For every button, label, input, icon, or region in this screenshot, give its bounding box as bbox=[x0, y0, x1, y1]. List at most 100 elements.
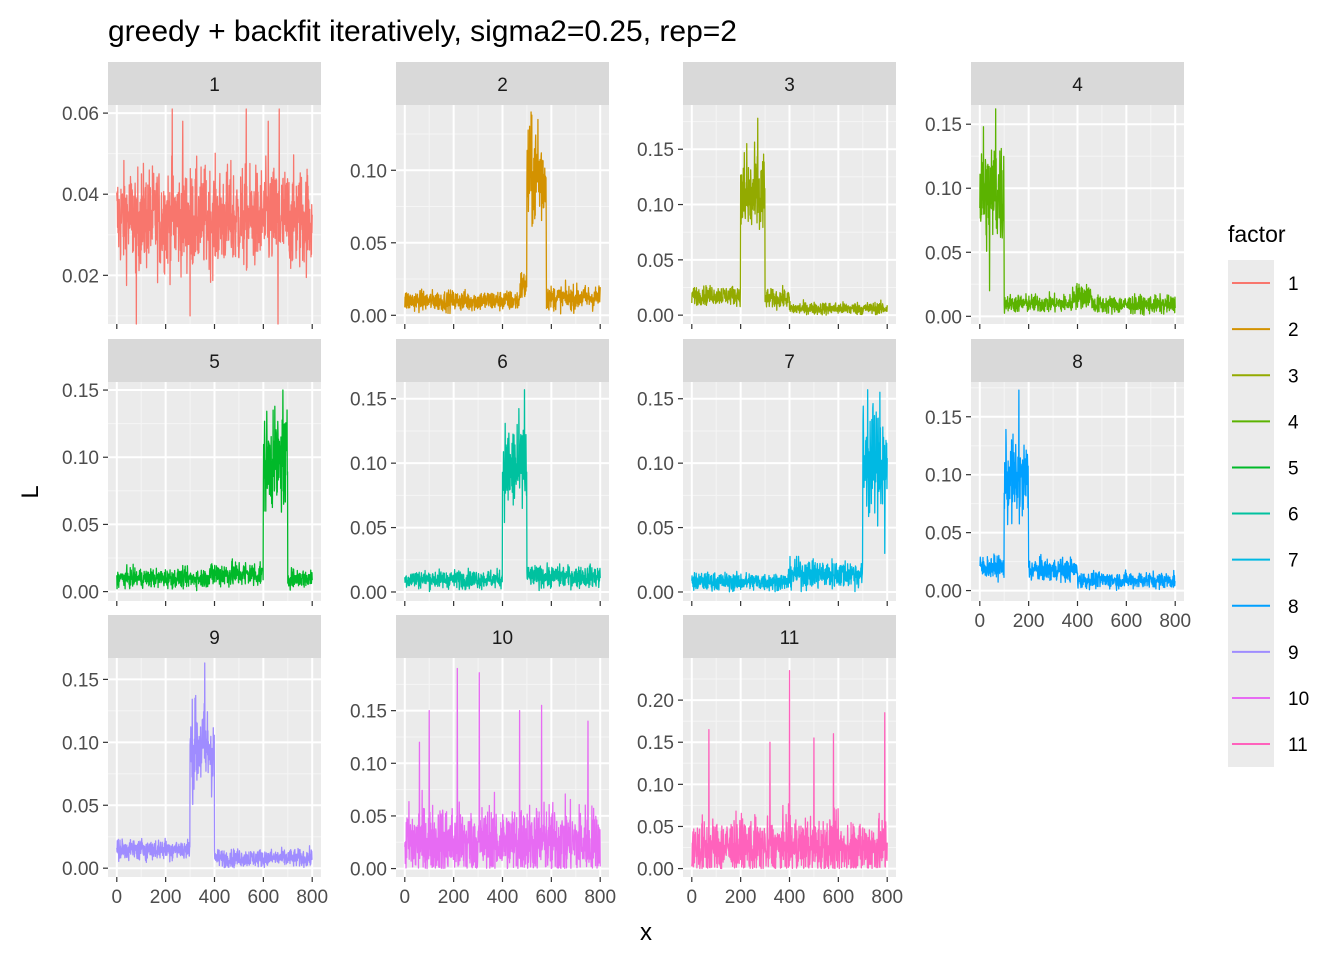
y-tick-label: 0.10 bbox=[350, 454, 387, 475]
series-line-9 bbox=[116, 662, 313, 869]
y-tick-label: 0.10 bbox=[62, 448, 99, 469]
panels-grid: 1 0.02 0.04 0.06 2 0.00 0.05 0.10 3 0.00 0.05 0.10 0… bbox=[62, 62, 1191, 908]
x-tick-label: 600 bbox=[248, 887, 280, 908]
legend-items: 1 2 3 4 5 6 7 8 9 10 11 bbox=[1232, 274, 1309, 756]
legend-label-3: 3 bbox=[1288, 366, 1299, 387]
series-line-10 bbox=[404, 667, 601, 870]
y-tick-label: 0.15 bbox=[925, 115, 962, 136]
y-tick-label: 0.15 bbox=[637, 390, 674, 411]
panel-strip bbox=[108, 62, 321, 105]
series-line-11 bbox=[691, 669, 888, 870]
y-tick-label: 0.05 bbox=[925, 524, 962, 545]
y-tick-label: 0.05 bbox=[637, 519, 674, 540]
y-tick-label: 0.05 bbox=[637, 817, 674, 838]
legend-label-8: 8 bbox=[1288, 597, 1299, 618]
y-tick-label: 0.15 bbox=[350, 702, 387, 723]
x-tick-label: 800 bbox=[871, 887, 903, 908]
y-tick-label: 0.05 bbox=[350, 807, 387, 828]
series-line-6 bbox=[404, 389, 601, 593]
legend: factor 1 2 3 4 5 6 7 8 9 10 11 bbox=[1228, 221, 1309, 767]
x-axis-title: x bbox=[640, 919, 652, 946]
x-tick-label: 400 bbox=[487, 887, 519, 908]
y-tick-label: 0.00 bbox=[925, 582, 962, 603]
panel-strip bbox=[971, 339, 1184, 382]
legend-label-5: 5 bbox=[1288, 458, 1299, 479]
panel-strip bbox=[108, 339, 321, 382]
y-tick-label: 0.10 bbox=[350, 161, 387, 182]
panel-7: 7 0.00 0.05 0.10 0.15 bbox=[637, 339, 896, 606]
x-tick-label: 200 bbox=[150, 887, 182, 908]
panel-strip bbox=[683, 339, 896, 382]
y-tick-label: 0.00 bbox=[637, 306, 674, 327]
y-tick-label: 0.10 bbox=[637, 454, 674, 475]
panel-6: 6 0.00 0.05 0.10 0.15 bbox=[350, 339, 609, 606]
x-tick-label: 0 bbox=[687, 887, 698, 908]
y-tick-label: 0.05 bbox=[350, 234, 387, 255]
series-line-8 bbox=[979, 389, 1176, 591]
y-tick-label: 0.20 bbox=[637, 691, 674, 712]
panel-3: 3 0.00 0.05 0.10 0.15 bbox=[637, 62, 896, 329]
panel-2: 2 0.00 0.05 0.10 bbox=[350, 62, 609, 329]
panel-strip-label: 3 bbox=[784, 75, 795, 96]
y-tick-label: 0.00 bbox=[637, 583, 674, 604]
series-line-4 bbox=[979, 108, 1176, 316]
panel-11: 11 0.00 0.05 0.10 0.15 0.20 0 200 400 600 800 bbox=[637, 615, 903, 908]
legend-label-9: 9 bbox=[1288, 643, 1299, 664]
x-tick-label: 0 bbox=[975, 611, 986, 632]
y-tick-label: 0.00 bbox=[62, 583, 99, 604]
legend-label-6: 6 bbox=[1288, 505, 1299, 526]
x-tick-label: 800 bbox=[296, 887, 328, 908]
series-line-5 bbox=[116, 389, 313, 592]
y-tick-label: 0.05 bbox=[350, 519, 387, 540]
legend-label-4: 4 bbox=[1288, 412, 1299, 433]
panel-strip-label: 2 bbox=[497, 75, 508, 96]
x-tick-label: 400 bbox=[774, 887, 806, 908]
panel-8: 8 0.00 0.05 0.10 0.15 0 200 400 600 800 bbox=[925, 339, 1191, 632]
x-tick-label: 0 bbox=[400, 887, 411, 908]
y-tick-label: 0.15 bbox=[637, 140, 674, 161]
y-tick-label: 0.15 bbox=[62, 670, 99, 691]
y-tick-label: 0.00 bbox=[62, 859, 99, 880]
legend-label-7: 7 bbox=[1288, 551, 1299, 572]
y-tick-label: 0.00 bbox=[350, 583, 387, 604]
series-line-3 bbox=[691, 117, 888, 316]
panel-strip-label: 4 bbox=[1072, 75, 1083, 96]
x-tick-label: 800 bbox=[584, 887, 616, 908]
y-tick-label: 0.05 bbox=[925, 243, 962, 264]
x-tick-label: 800 bbox=[1159, 611, 1191, 632]
series-line-7 bbox=[691, 389, 888, 593]
x-tick-label: 600 bbox=[536, 887, 568, 908]
y-tick-label: 0.00 bbox=[350, 860, 387, 881]
legend-label-2: 2 bbox=[1288, 320, 1299, 341]
legend-label-11: 11 bbox=[1288, 735, 1308, 756]
y-tick-label: 0.00 bbox=[637, 860, 674, 881]
y-tick-label: 0.15 bbox=[925, 408, 962, 429]
y-tick-label: 0.10 bbox=[637, 775, 674, 796]
y-tick-label: 0.05 bbox=[62, 796, 99, 817]
x-tick-label: 200 bbox=[438, 887, 470, 908]
legend-label-1: 1 bbox=[1288, 274, 1299, 295]
panel-strip bbox=[683, 615, 896, 658]
x-tick-label: 600 bbox=[1111, 611, 1143, 632]
panel-5: 5 0.00 0.05 0.10 0.15 bbox=[62, 339, 321, 606]
chart-title: greedy + backfit iteratively, sigma2=0.2… bbox=[108, 15, 737, 48]
panel-10: 10 0.00 0.05 0.10 0.15 0 200 400 600 800 bbox=[350, 615, 616, 908]
y-tick-label: 0.10 bbox=[925, 179, 962, 200]
panel-strip-label: 6 bbox=[497, 352, 508, 373]
y-tick-label: 0.15 bbox=[62, 381, 99, 402]
panel-strip bbox=[396, 339, 609, 382]
panel-strip-label: 10 bbox=[492, 628, 513, 649]
x-tick-label: 400 bbox=[1062, 611, 1094, 632]
panel-4: 4 0.00 0.05 0.10 0.15 bbox=[925, 62, 1184, 329]
panel-strip-label: 9 bbox=[209, 628, 220, 649]
legend-label-10: 10 bbox=[1288, 689, 1309, 710]
y-tick-label: 0.00 bbox=[925, 307, 962, 328]
x-tick-label: 200 bbox=[1013, 611, 1045, 632]
legend-title: factor bbox=[1228, 221, 1286, 247]
series-line-1 bbox=[116, 108, 313, 325]
y-tick-label: 0.10 bbox=[637, 196, 674, 217]
panel-strip-label: 7 bbox=[784, 352, 795, 373]
panel-strip-label: 1 bbox=[209, 75, 220, 96]
x-tick-label: 200 bbox=[725, 887, 757, 908]
y-tick-label: 0.02 bbox=[62, 266, 99, 287]
